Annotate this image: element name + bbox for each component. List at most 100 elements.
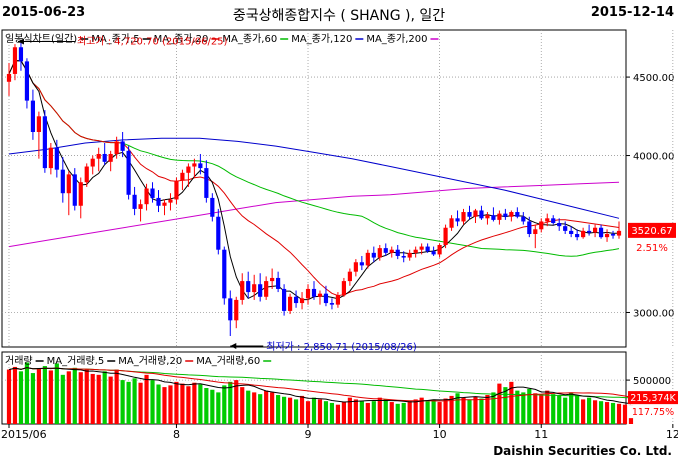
volume-bar — [521, 392, 526, 424]
x-tick-label: 8 — [173, 428, 180, 441]
volume-bar — [66, 371, 71, 424]
candle-body — [604, 234, 610, 238]
candle-body — [575, 234, 580, 238]
candle-body — [551, 218, 556, 224]
candle-body — [311, 288, 317, 297]
candle-body — [162, 202, 167, 206]
candle-body — [598, 227, 604, 238]
volume-bar — [168, 385, 173, 424]
volume-bar — [282, 396, 287, 424]
candle-body — [90, 158, 95, 167]
price-legend-label: MA_종가,200 — [366, 33, 427, 45]
high-arrow — [17, 38, 24, 45]
volume-bar — [180, 383, 185, 424]
volume-bar — [36, 368, 41, 424]
candle-body — [425, 246, 430, 252]
candle-body — [581, 230, 586, 238]
volume-bar — [359, 401, 364, 424]
candle-body — [287, 296, 293, 311]
candle-body — [210, 197, 215, 217]
candle-body — [467, 212, 472, 217]
candle-body — [174, 180, 179, 200]
start-date: 2015-06-23 — [2, 5, 86, 20]
candle-body — [36, 116, 41, 133]
volume-bar — [616, 403, 622, 424]
candle-body — [329, 303, 335, 305]
candle-body — [341, 281, 346, 296]
volume-bar — [407, 401, 412, 424]
volume-bar — [174, 381, 179, 424]
candle-body — [389, 249, 394, 253]
volume-bar — [509, 381, 514, 424]
volume-bar — [592, 400, 598, 424]
candle-body — [533, 229, 538, 235]
candle-body — [240, 281, 245, 300]
volume-bar — [222, 385, 227, 424]
x-tick-label: 12 — [666, 428, 678, 441]
volume-bar — [563, 397, 568, 424]
candle-body — [521, 216, 526, 222]
candle-body — [539, 221, 544, 230]
volume-percent-tag — [628, 405, 678, 419]
candle-body — [54, 147, 59, 170]
candle-body — [138, 204, 143, 209]
candle-body — [108, 153, 113, 162]
volume-bar — [461, 397, 466, 424]
volume-bar — [401, 402, 406, 424]
volume-bar — [622, 404, 628, 424]
volume-bar — [395, 403, 400, 424]
volume-bar — [503, 387, 508, 424]
volume-bar — [335, 404, 341, 424]
candle-body — [616, 230, 622, 236]
volume-bar — [90, 373, 95, 424]
last-price-tag — [628, 222, 676, 238]
volume-bar — [150, 380, 155, 424]
last-volume-tag — [628, 391, 678, 405]
candle-body — [84, 166, 89, 183]
candle-body — [371, 252, 376, 258]
candle-body — [491, 215, 496, 220]
candle-body — [114, 141, 119, 154]
candle-body — [18, 47, 24, 62]
volume-bar — [276, 395, 281, 424]
volume-bar — [587, 397, 592, 424]
volume-bar — [431, 399, 436, 424]
candle-body — [485, 215, 490, 219]
volume-bar — [132, 378, 137, 424]
volume-bar — [60, 374, 65, 424]
candle-body — [216, 216, 221, 250]
candle-body — [443, 227, 448, 245]
volume-bar — [545, 390, 550, 424]
volume-bar — [126, 381, 131, 424]
volume-ma5-line — [8, 367, 632, 405]
candle-body — [72, 174, 77, 206]
high-annotation: 최고가 : 4,720.70 (2015/06/25) — [77, 36, 228, 48]
volume-bar — [347, 397, 352, 424]
volume-bar — [48, 370, 53, 424]
change-percent: 2.51% — [636, 243, 668, 254]
volume-bar — [120, 380, 125, 424]
price-panel-frame — [1, 29, 627, 348]
volume-bar — [12, 366, 18, 424]
company-name: Daishin Securities Co. Ltd. — [493, 444, 672, 458]
price-legend-label: 일봉식차트(일간) — [5, 33, 77, 45]
volume-bar — [467, 399, 472, 424]
volume-bar — [252, 392, 257, 424]
volume-bar — [551, 394, 556, 424]
price-tick-label: 4500.00 — [633, 73, 674, 84]
volume-bar — [186, 386, 191, 424]
volume-bar — [18, 371, 24, 424]
candle-body — [150, 188, 155, 198]
volume-bar — [72, 367, 77, 424]
volume-bar — [270, 392, 275, 424]
x-tick-label: 11 — [534, 428, 548, 441]
volume-bar — [156, 384, 161, 424]
low-arrow — [230, 343, 237, 350]
volume-bar — [598, 401, 604, 424]
candle-body — [234, 299, 239, 321]
volume-legend-label: 거래량 — [5, 355, 33, 367]
last-volume: 215,374K — [630, 393, 676, 404]
volume-bar — [234, 380, 239, 424]
candle-body — [6, 73, 12, 82]
